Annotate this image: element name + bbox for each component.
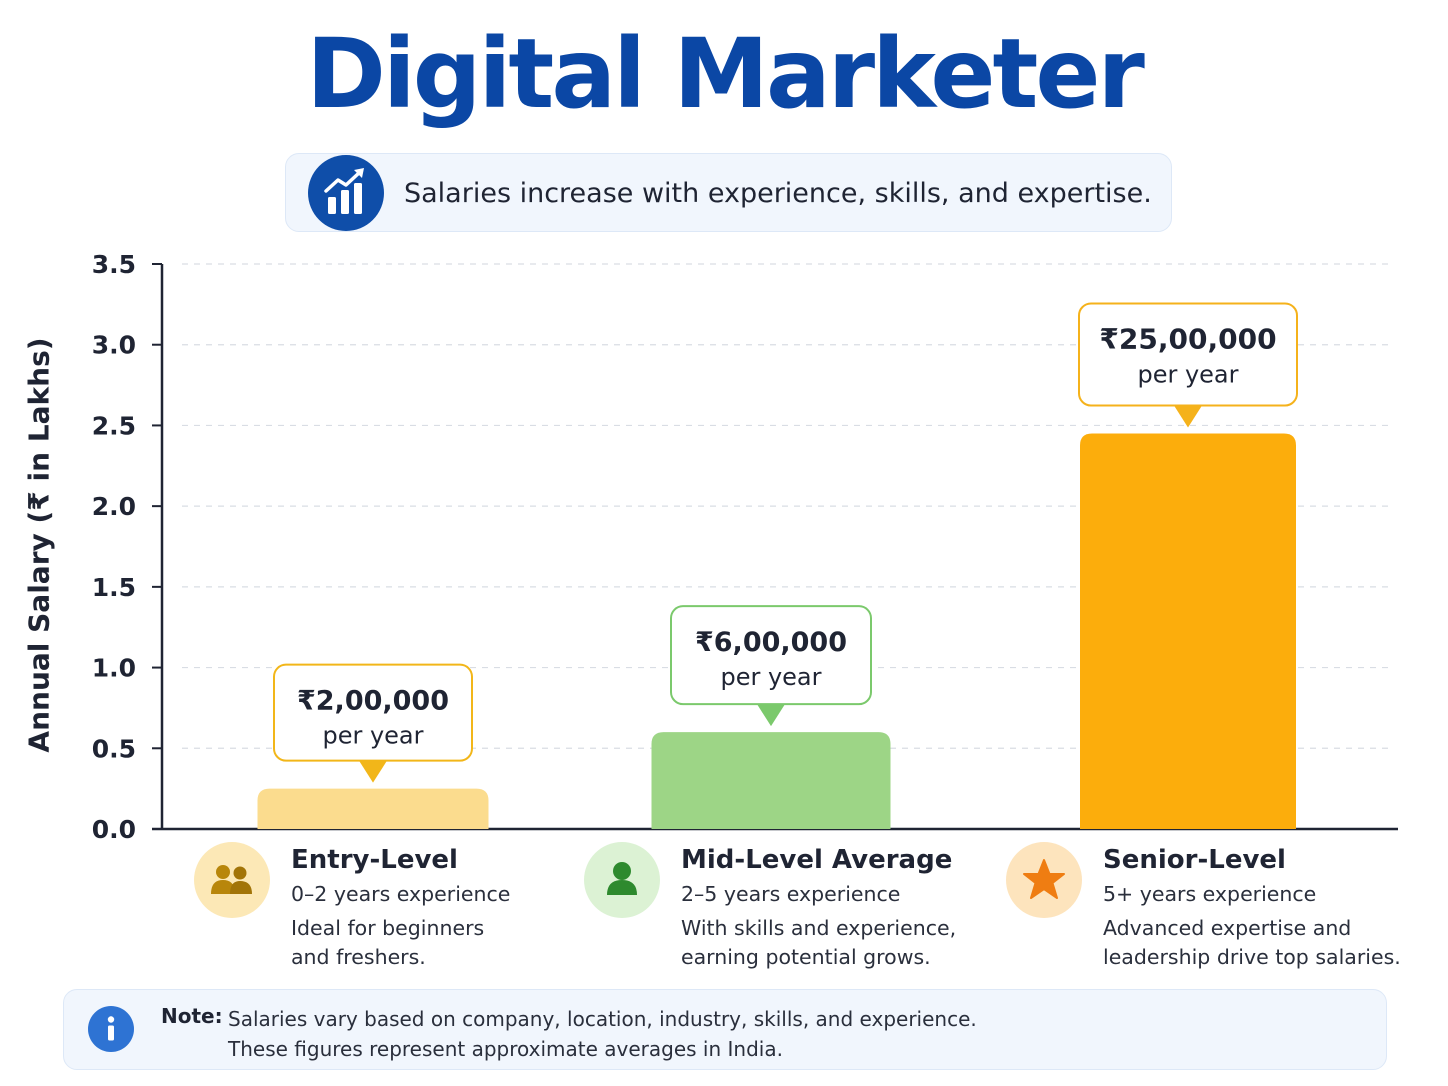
- category-description-line: leadership drive top salaries.: [1103, 945, 1401, 969]
- y-tick-label: 3.5: [92, 250, 136, 279]
- y-axis-label: Annual Salary (₹ in Lakhs): [22, 337, 56, 753]
- category-description: Advanced expertise and leadership drive …: [1103, 914, 1401, 972]
- bar-mid-level-average: [651, 732, 891, 829]
- category-experience: 0–2 years experience: [291, 882, 511, 906]
- category-name: Entry-Level: [291, 845, 458, 875]
- category-description-line: With skills and experience,: [681, 916, 957, 940]
- y-tick-label: 1.5: [92, 573, 136, 602]
- bar-entry-level: [257, 788, 489, 829]
- star-icon: [1006, 842, 1082, 918]
- data-label-period: per year: [1137, 361, 1238, 389]
- data-label-period: per year: [322, 722, 423, 750]
- data-label-pointer: [1174, 405, 1202, 428]
- category-description-line: Advanced expertise and: [1103, 916, 1352, 940]
- category-experience: 5+ years experience: [1103, 882, 1317, 906]
- page-title: Digital Marketer: [306, 18, 1145, 130]
- y-tick-label: 2.5: [92, 411, 136, 440]
- y-tick-label: 0.5: [92, 734, 136, 763]
- info-icon: [88, 1006, 134, 1052]
- category-description-line: and freshers.: [291, 945, 426, 969]
- data-label-amount: ₹25,00,000: [1099, 323, 1276, 356]
- category-name: Mid-Level Average: [681, 845, 953, 875]
- data-label-amount: ₹6,00,000: [695, 627, 847, 658]
- y-tick-label: 0.0: [92, 815, 136, 844]
- subtitle-text: Salaries increase with experience, skill…: [404, 178, 1152, 209]
- data-label-period: per year: [720, 663, 821, 691]
- category-description-line: Ideal for beginners: [291, 916, 485, 940]
- category-description-line: earning potential grows.: [681, 945, 931, 969]
- category-name: Senior-Level: [1103, 845, 1286, 875]
- note-banner: Note: Salaries vary based on company, lo…: [63, 989, 1387, 1070]
- y-tick-label: 1.0: [92, 654, 136, 683]
- data-label-pointer: [757, 704, 785, 727]
- people-icon: [194, 842, 270, 918]
- category-description: With skills and experience, earning pote…: [681, 914, 956, 972]
- category-experience: 2–5 years experience: [681, 882, 901, 906]
- category-description: Ideal for beginners and freshers.: [291, 914, 484, 972]
- chart-growth-icon: [308, 155, 384, 231]
- note-text: Salaries vary based on company, location…: [228, 1004, 977, 1064]
- bar-senior-level: [1080, 433, 1296, 829]
- y-tick-label: 3.0: [92, 331, 136, 360]
- person-icon: [584, 842, 660, 918]
- subtitle-banner: Salaries increase with experience, skill…: [285, 153, 1172, 232]
- note-line: These figures represent approximate aver…: [228, 1037, 783, 1061]
- data-label-amount: ₹2,00,000: [297, 686, 449, 717]
- y-tick-label: 2.0: [92, 492, 136, 521]
- data-label-pointer: [359, 760, 387, 783]
- note-label: Note:: [161, 1004, 223, 1028]
- note-line: Salaries vary based on company, location…: [228, 1007, 977, 1031]
